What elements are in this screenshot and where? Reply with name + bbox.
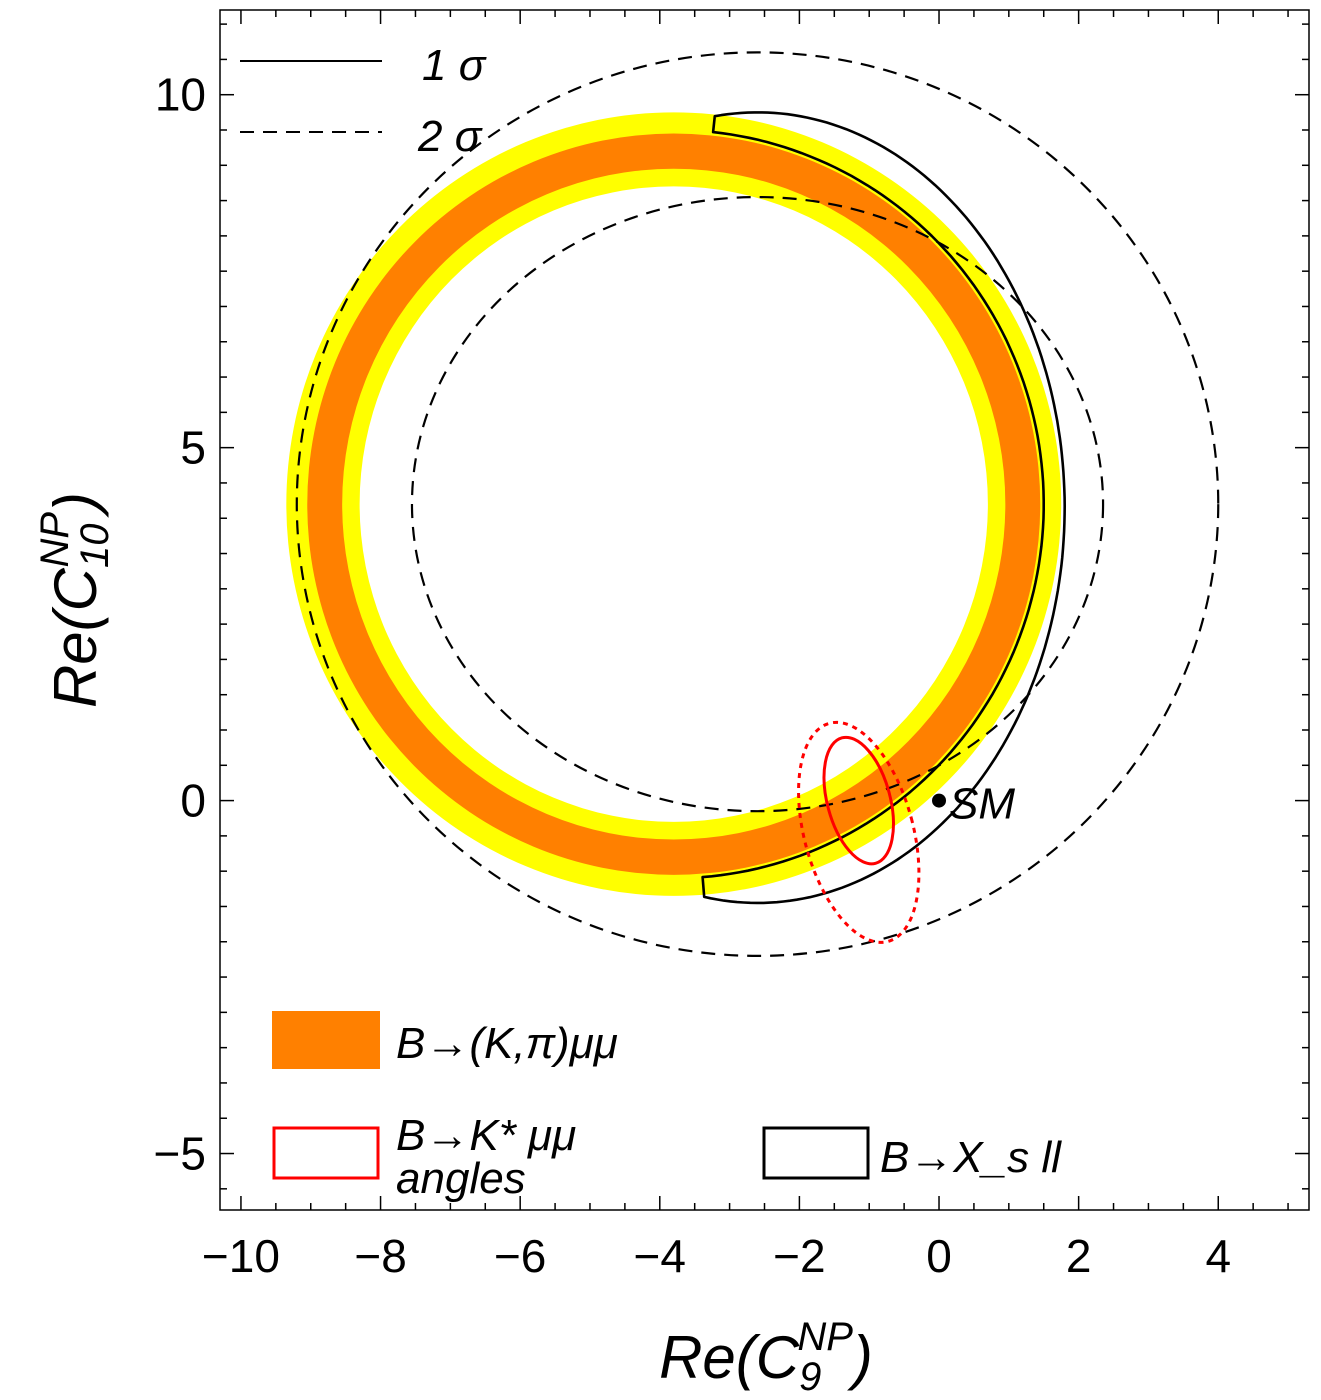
y-axis-label: Re(C10NP) — [33, 492, 117, 708]
legend-kpi-label: B→(K,π)μμ — [396, 1019, 618, 1068]
x-tick-label: 0 — [926, 1230, 952, 1282]
y-tick-label: 10 — [155, 69, 206, 121]
legend-xsll-swatch — [762, 1126, 870, 1180]
x-axis-label: Re(C9NP) — [659, 1315, 873, 1399]
y-tick-label: 5 — [180, 422, 206, 474]
x-tick-label: −6 — [494, 1230, 546, 1282]
kstar-1sigma-contour — [822, 735, 895, 866]
kstar-2sigma-contour — [797, 720, 921, 944]
legend-kstar-label: B→K* μμ — [396, 1111, 576, 1160]
x-tick-label: −4 — [634, 1230, 686, 1282]
sm-point-label: SM — [949, 780, 1015, 829]
x-tick-label: 2 — [1066, 1230, 1092, 1282]
sm-point-marker — [932, 793, 947, 808]
legend-1sigma-label: 1 σ — [422, 41, 487, 90]
x-tick-label: −2 — [773, 1230, 825, 1282]
xsll-2sigma-outer-contour — [295, 51, 1220, 957]
xsll-1sigma-contour — [701, 111, 1066, 905]
legend-kstar-swatch — [272, 1126, 380, 1180]
x-tick-label: −8 — [354, 1230, 406, 1282]
y-tick-label: −5 — [154, 1128, 206, 1180]
legend-kpi-swatch — [272, 1011, 380, 1069]
annulus-band-1sigma — [307, 133, 1041, 875]
legend-2sigma-label: 2 σ — [417, 112, 483, 161]
legend-kstar-sublabel: angles — [396, 1154, 526, 1203]
annulus-band-2sigma — [286, 112, 1062, 896]
xsll-2sigma-inner-contour — [410, 195, 1105, 813]
legend-xsll-label: B→X_s ll — [880, 1133, 1062, 1182]
y-tick-label: 0 — [180, 775, 206, 827]
x-tick-label: −10 — [202, 1230, 280, 1282]
x-tick-label: 4 — [1205, 1230, 1231, 1282]
